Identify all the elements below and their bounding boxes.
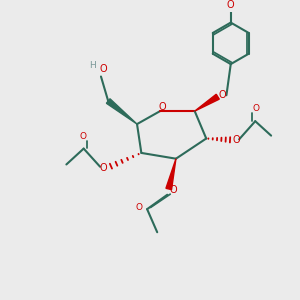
Polygon shape: [195, 94, 219, 111]
Polygon shape: [106, 99, 137, 124]
Text: O: O: [100, 163, 107, 173]
Text: O: O: [159, 102, 166, 112]
Text: O: O: [170, 184, 178, 194]
Text: O: O: [136, 203, 142, 212]
Text: O: O: [80, 131, 87, 140]
Text: O: O: [232, 135, 240, 145]
Text: H: H: [89, 61, 96, 70]
Text: O: O: [227, 0, 235, 10]
Text: O: O: [252, 104, 259, 113]
Text: O: O: [219, 90, 226, 100]
Polygon shape: [166, 159, 176, 190]
Text: O: O: [99, 64, 107, 74]
